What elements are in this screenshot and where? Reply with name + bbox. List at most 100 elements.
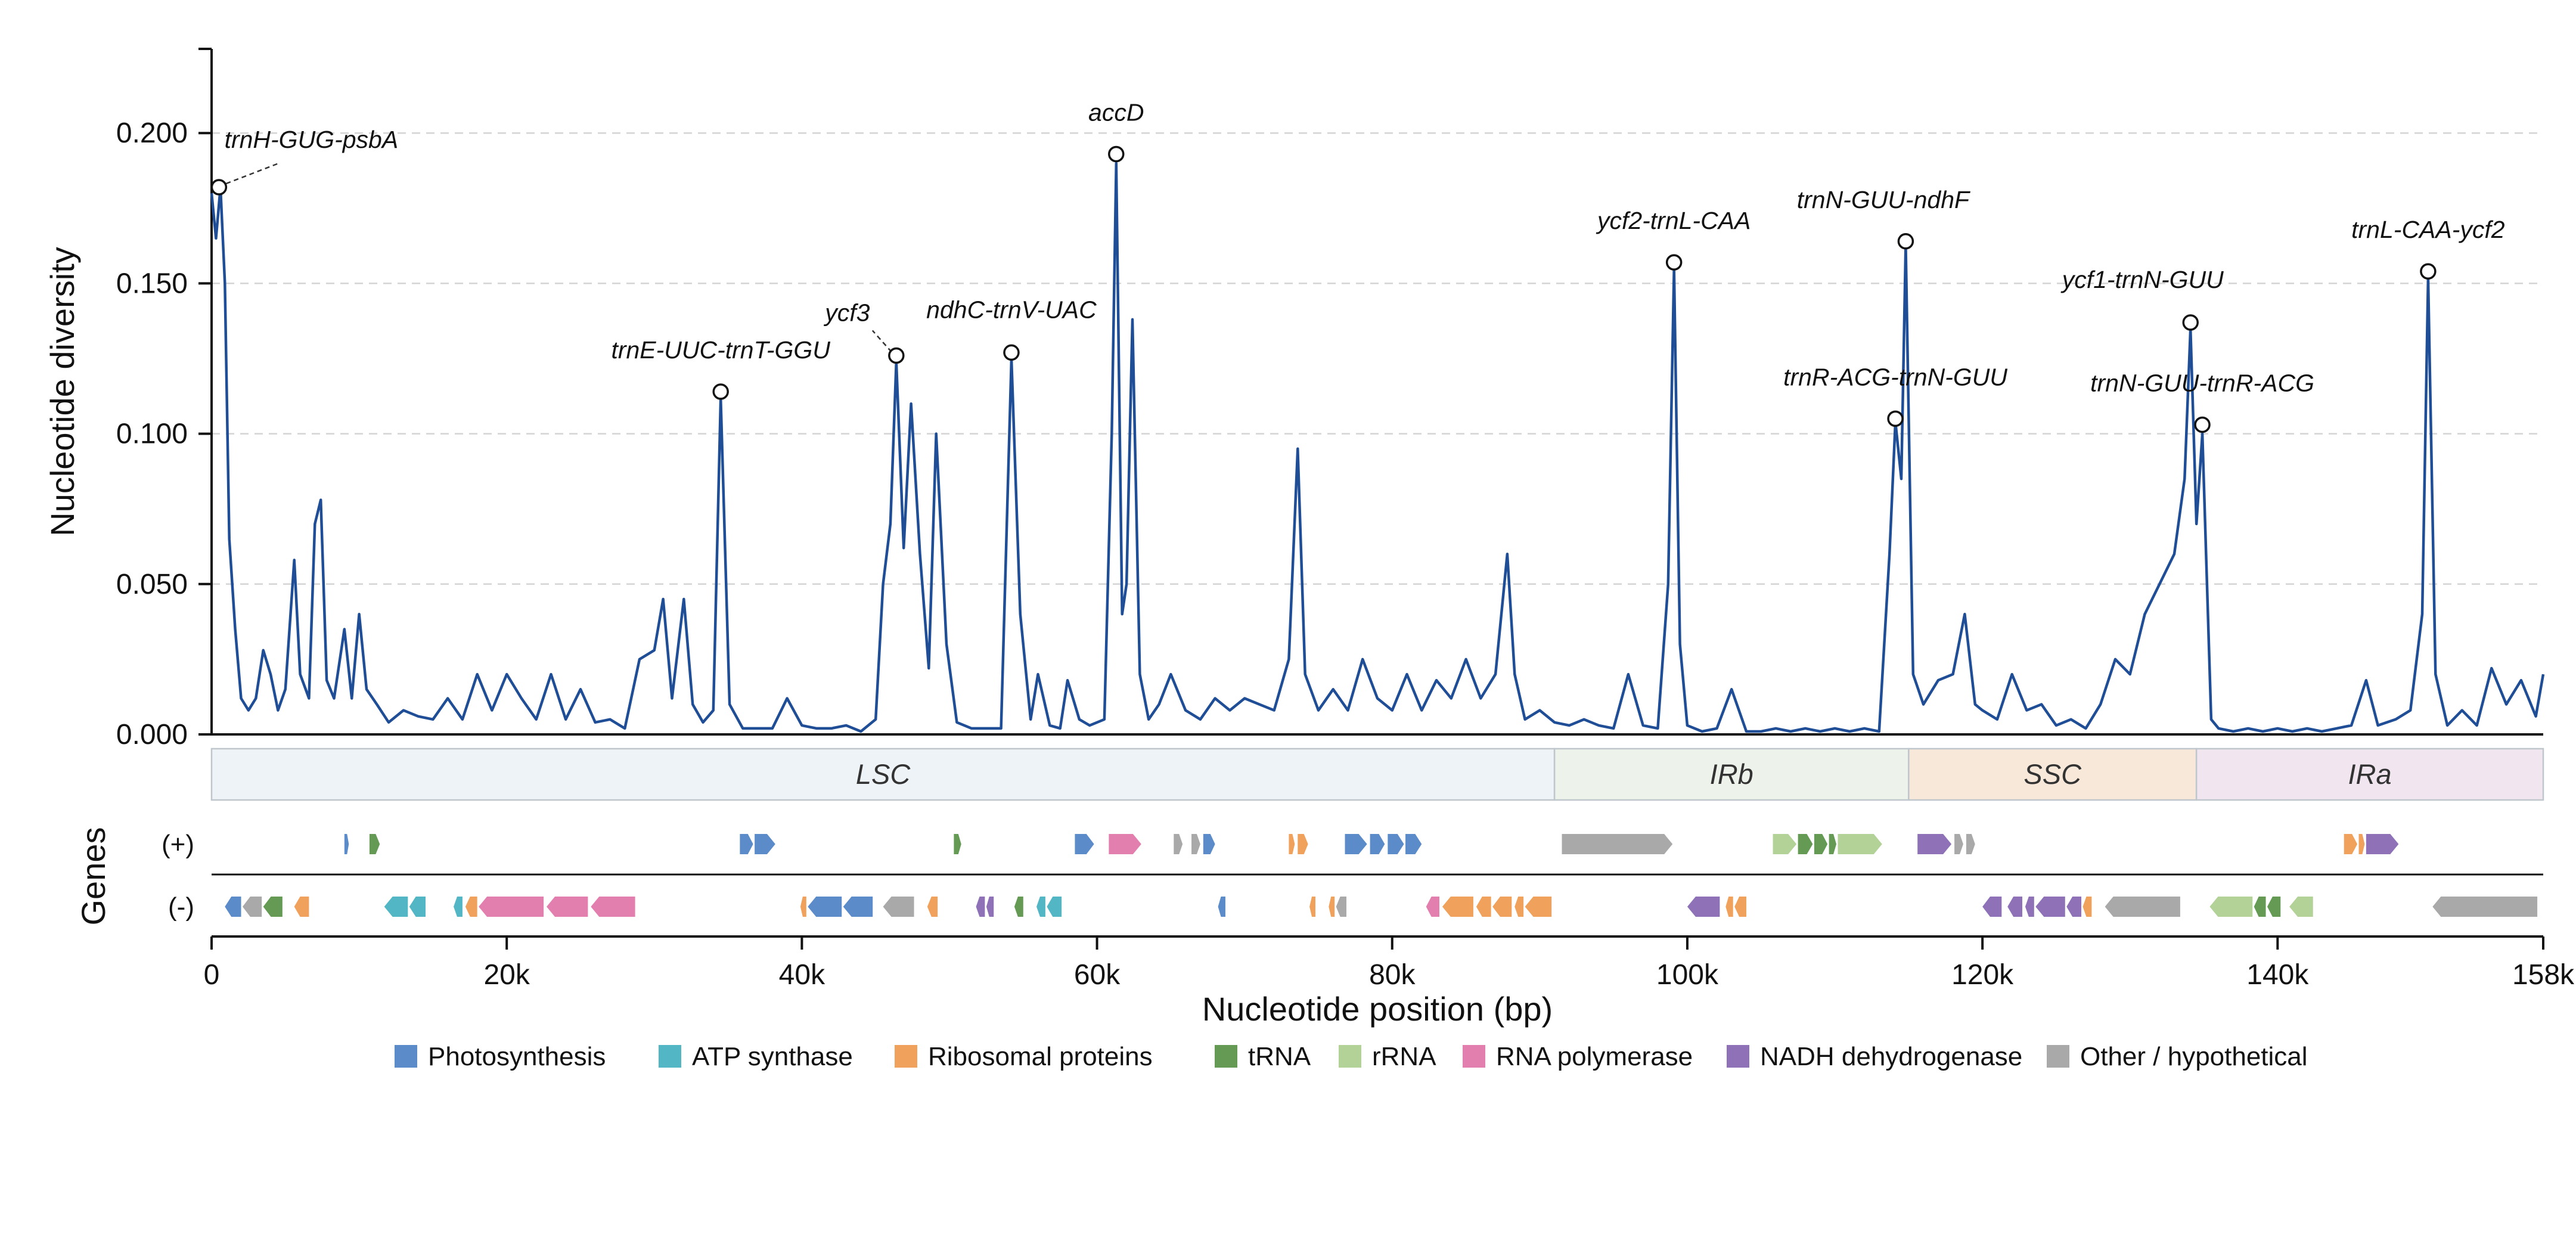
peak-annotation-label: trnN-GUU-trnR-ACG — [2090, 369, 2314, 396]
peak-marker — [210, 179, 228, 196]
peak-annotation-label: trnN-GUU-ndhF — [1797, 186, 1970, 213]
gene-arrow — [1476, 897, 1491, 917]
peak-annotations: trnH-GUG-psbA trnE-UUC-trnT-GGU ycf3 ndhC-t… — [210, 99, 2505, 433]
gene-track-title: Genes — [75, 827, 112, 926]
legend-swatch — [395, 1045, 417, 1068]
legend-label: NADH dehydrogenase — [1760, 1042, 2022, 1071]
gene-arrow — [2267, 897, 2281, 917]
legend-swatch — [1463, 1045, 1485, 1068]
gene-arrow — [1525, 897, 1552, 917]
x-tick-label: 120k — [1951, 959, 2014, 991]
peak-annotation-label: ycf2-trnL-CAA — [1596, 207, 1751, 234]
y-tick-label: 0.200 — [116, 117, 188, 149]
x-tick-label: 158k — [2512, 959, 2575, 991]
peak-marker — [2194, 416, 2211, 433]
gene-arrow — [1562, 834, 1673, 854]
peak-marker — [712, 383, 729, 400]
x-ticks: 0 20k 40k 60k 80k 100k 120k 140k 158k — [204, 936, 2575, 991]
legend-label: rRNA — [1372, 1042, 1436, 1071]
legend-label: Photosynthesis — [428, 1042, 606, 1071]
gene-arrow — [986, 897, 994, 917]
peak-marker — [1887, 410, 1904, 427]
legend-label: RNA polymerase — [1496, 1042, 1693, 1071]
gene-arrow — [1838, 834, 1882, 854]
legend-swatch — [1215, 1045, 1237, 1068]
x-tick-label: 100k — [1656, 959, 1719, 991]
gene-arrow — [1109, 834, 1141, 854]
peak-marker — [2182, 314, 2199, 331]
gene-arrow — [1336, 897, 1347, 917]
gene-arrow — [2344, 834, 2358, 854]
gene-arrow — [2358, 834, 2365, 854]
region-label: IRa — [2348, 758, 2392, 790]
gene-arrow — [1329, 897, 1335, 917]
gene-arrow — [384, 897, 408, 917]
gene-arrow — [454, 897, 463, 917]
x-tick-label: 20k — [483, 959, 530, 991]
gene-arrow — [1218, 897, 1225, 917]
gene-arrow — [263, 897, 283, 917]
axes — [198, 48, 2543, 938]
gene-arrow — [740, 834, 753, 854]
gene-arrow — [1982, 897, 2002, 917]
x-tick-label: 60k — [1074, 959, 1121, 991]
gene-arrow — [1047, 897, 1062, 917]
gene-arrow — [2366, 834, 2399, 854]
gene-arrow — [1492, 897, 1512, 917]
peak-annotation-label: ycf3 — [823, 299, 870, 326]
region-block — [1553, 748, 1910, 801]
legend-label: tRNA — [1248, 1042, 1311, 1071]
gene-arrow — [2066, 897, 2082, 917]
gene-arrow — [1191, 834, 1200, 854]
gene-arrow — [2254, 897, 2266, 917]
gene-arrow — [1174, 834, 1183, 854]
legend-label: ATP synthase — [692, 1042, 853, 1071]
region-label: LSC — [856, 758, 911, 790]
gene-arrow — [800, 897, 806, 917]
gene-arrow — [1917, 834, 1952, 854]
gene-track — [212, 834, 2543, 917]
peak-marker — [2420, 263, 2437, 280]
gene-arrow — [755, 834, 775, 854]
y-axis-title: Nucleotide diversity — [44, 247, 81, 536]
peak-annotation-label: trnE-UUC-trnT-GGU — [611, 336, 830, 364]
gene-arrow — [591, 897, 635, 917]
gene-arrow — [954, 834, 961, 854]
x-tick-label: 140k — [2246, 959, 2309, 991]
gene-arrow — [1773, 834, 1797, 854]
gene-arrow — [1734, 897, 1746, 917]
peak-marker — [1003, 344, 1020, 361]
peak-annotation-label: trnH-GUG-psbA — [225, 126, 399, 153]
gene-arrow — [2209, 897, 2253, 917]
gene-arrow — [1798, 834, 1813, 854]
gene-arrow — [409, 897, 426, 917]
peak-marker — [1897, 233, 1914, 250]
gene-arrow — [344, 834, 349, 854]
peak-annotation-label: ycf1-trnN-GUU — [2060, 266, 2224, 293]
gene-arrow — [1829, 834, 1837, 854]
region-block — [2195, 748, 2544, 801]
strand-minus-label: (-) — [168, 892, 194, 922]
gene-arrow — [1814, 834, 1828, 854]
gene-arrow — [1309, 897, 1316, 917]
peak-annotation-label: trnL-CAA-ycf2 — [2351, 216, 2505, 243]
legend-swatch — [1727, 1045, 1749, 1068]
peak-annotation-label: ndhC-trnV-UAC — [926, 296, 1097, 323]
gene-arrow — [294, 897, 309, 917]
gene-arrow — [843, 897, 873, 917]
gene-arrow — [1725, 897, 1733, 917]
legend-swatch — [1339, 1045, 1361, 1068]
diversity-series-line — [210, 162, 2545, 733]
gene-arrow — [1388, 834, 1404, 854]
y-ticks: 0.000 0.050 0.100 0.150 0.200 — [116, 117, 212, 751]
gene-arrow — [2025, 897, 2034, 917]
gene-arrow — [2105, 897, 2180, 917]
strand-plus-label: (+) — [162, 830, 194, 859]
gene-arrow — [547, 897, 588, 917]
gene-arrow — [242, 897, 262, 917]
x-tick-label: 40k — [779, 959, 825, 991]
gene-arrow — [1370, 834, 1385, 854]
gene-arrow — [1426, 897, 1439, 917]
gene-arrow — [1203, 834, 1215, 854]
